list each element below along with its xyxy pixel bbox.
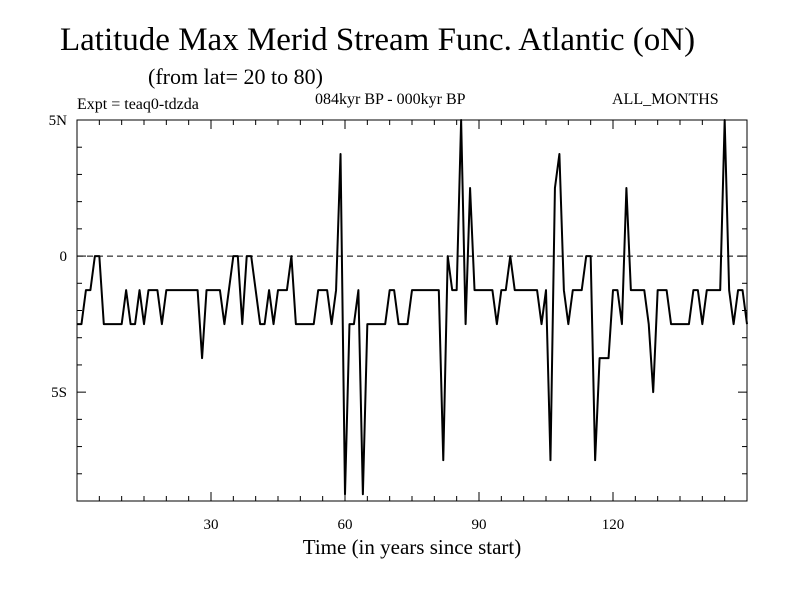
chart-title: Latitude Max Merid Stream Func. Atlantic… xyxy=(60,22,696,58)
data-series-line xyxy=(77,119,748,496)
x-tick-label: 60 xyxy=(338,517,353,533)
x-tick-label: 120 xyxy=(602,517,625,533)
x-axis-label: Time (in years since start) xyxy=(303,535,522,559)
months-label: ALL_MONTHS xyxy=(612,91,719,108)
x-tick-label: 30 xyxy=(204,517,219,533)
minor-ticks xyxy=(77,119,747,502)
y-axis-ticks: 5N 0 5S xyxy=(49,113,68,401)
chart-subtitle: (from lat= 20 to 80) xyxy=(148,64,323,89)
period-label: 084kyr BP - 000kyr BP xyxy=(315,91,466,108)
experiment-label: Expt = teaq0-tdzda xyxy=(77,96,199,113)
y-tick-label: 5N xyxy=(49,113,68,129)
y-tick-label: 0 xyxy=(60,249,68,265)
y-tick-label: 5S xyxy=(51,385,67,401)
x-tick-label: 90 xyxy=(472,517,487,533)
x-axis-ticks: 30 60 90 120 xyxy=(204,517,625,533)
